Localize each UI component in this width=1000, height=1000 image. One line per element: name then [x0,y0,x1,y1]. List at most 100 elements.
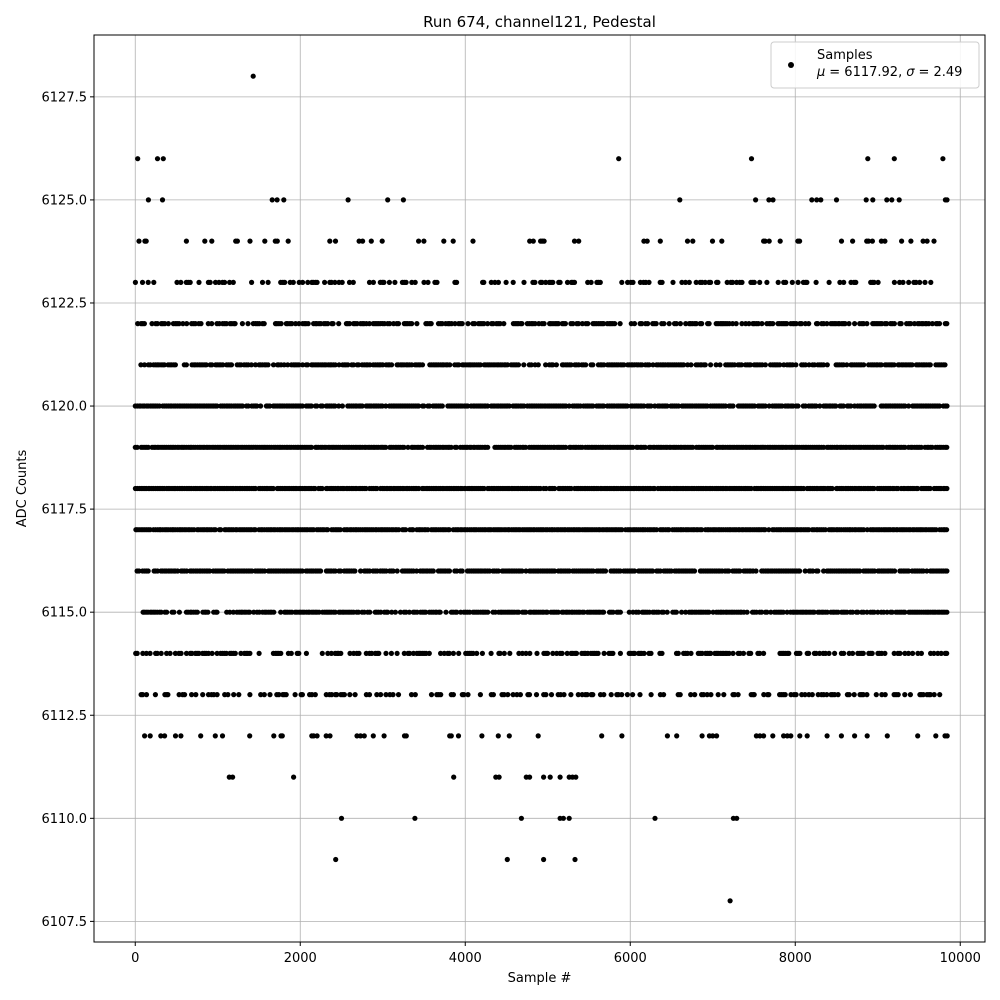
data-point [451,774,457,780]
data-point [325,321,331,327]
data-point [781,733,787,739]
data-point [470,650,476,657]
data-point [308,444,315,450]
data-point [770,197,776,203]
data-point [673,609,680,615]
data-point [541,321,547,327]
data-point [826,279,832,285]
data-point [412,279,418,285]
data-point [209,650,215,657]
data-point [907,692,914,698]
data-point [811,609,817,615]
data-point [757,733,763,739]
data-point [300,362,306,368]
data-point [619,692,625,698]
data-point [617,650,624,657]
data-point [178,279,184,285]
data-point [145,568,151,574]
data-point [296,321,302,327]
data-point [674,733,680,739]
data-point [485,403,491,409]
data-point [447,362,453,368]
data-point [352,568,358,574]
data-point [448,733,454,739]
data-point [510,279,516,285]
data-point [619,527,625,533]
data-point [553,362,560,368]
data-point [507,650,513,657]
data-point [454,279,460,285]
data-point [848,403,854,409]
data-point [158,733,164,739]
data-point [397,609,404,615]
data-point [944,527,950,533]
data-point [602,568,609,574]
data-point [339,403,345,409]
data-point [503,279,509,285]
data-point [870,197,876,203]
data-point [517,692,524,698]
data-point [733,321,739,327]
data-point [390,692,396,698]
data-point [864,321,870,327]
data-point [392,279,398,285]
data-point [688,650,694,657]
data-point [496,774,502,780]
data-point [282,279,288,285]
data-point [526,692,533,698]
data-point [683,321,689,327]
data-point [555,321,562,327]
data-point [747,362,754,368]
plot-frame [93,34,986,943]
data-point [852,321,858,327]
data-point [891,321,898,327]
data-point [933,733,939,739]
y-tick-label: 6110.0 [42,812,88,827]
data-point [908,321,914,327]
data-point [183,362,189,368]
data-point [619,279,625,285]
data-point [222,279,228,285]
x-tick-label: 10000 [940,951,981,966]
data-point [456,362,462,368]
data-point [205,609,211,615]
data-point [944,609,950,615]
data-point [795,279,801,285]
data-point [652,815,658,821]
data-point [239,321,245,327]
data-point [426,650,432,657]
data-point [726,568,732,574]
data-point [744,609,750,615]
data-point [395,321,402,327]
data-point [793,362,799,368]
y-axis-label: ADC Counts [15,450,30,528]
data-point [519,650,526,657]
data-point [497,650,503,657]
data-point [392,609,398,615]
data-point [789,279,795,285]
data-point [162,321,168,327]
data-point [485,444,491,450]
data-point [278,321,284,327]
data-point [766,527,772,533]
data-point [882,692,888,698]
data-point [764,609,770,615]
data-point [497,321,503,327]
data-point [164,609,170,615]
data-point [841,279,847,285]
data-point [746,321,752,327]
data-point [318,568,324,574]
data-point [766,692,772,698]
data-point [864,692,870,698]
data-point [523,444,529,450]
data-point [759,321,765,327]
data-point [265,362,271,368]
data-point [608,692,614,698]
data-point [896,197,902,203]
data-point [319,403,325,409]
data-point [394,650,400,657]
data-point [797,568,803,574]
data-point [841,650,847,657]
data-point [657,568,663,574]
data-point [541,774,547,780]
